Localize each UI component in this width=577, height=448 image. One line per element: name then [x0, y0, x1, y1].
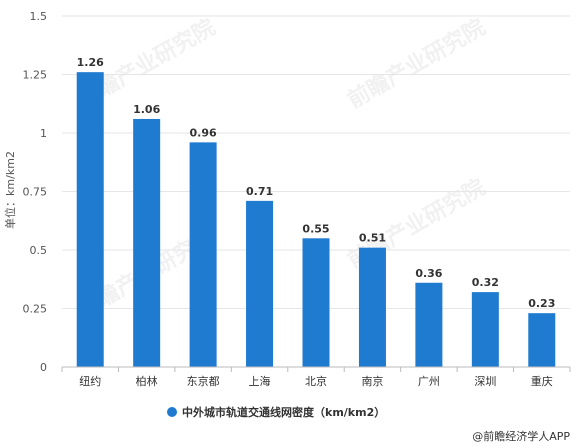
- data-label: 0.51: [359, 232, 386, 245]
- x-tick-label: 广州: [418, 375, 440, 388]
- bar: [246, 200, 274, 367]
- legend: 中外城市轨道交通线网密度（km/km2）: [167, 405, 385, 419]
- y-tick-label: 1: [40, 127, 47, 140]
- y-tick-label: 0.25: [23, 303, 48, 316]
- y-tick-label: 1.25: [23, 69, 48, 82]
- category-labels: 纽约 柏林 东京都 上海 北京 南京 广州 深圳 重庆: [61, 367, 571, 388]
- x-tick-label: 东京都: [187, 374, 220, 388]
- data-label: 0.55: [302, 222, 329, 235]
- source-credit: @前瞻经济学人APP: [472, 429, 570, 443]
- bar: [415, 282, 443, 367]
- watermark-text: 前瞻产业研究院: [343, 14, 489, 114]
- y-tick-label: 0.75: [23, 186, 48, 199]
- data-label: 0.32: [472, 276, 499, 289]
- data-label: 0.36: [415, 267, 442, 280]
- x-tick-label: 重庆: [531, 374, 553, 388]
- legend-label: 中外城市轨道交通线网密度（km/km2）: [182, 405, 385, 419]
- data-label: 0.96: [190, 126, 217, 139]
- x-tick-label: 柏林: [136, 374, 158, 388]
- y-tick-label: 0: [40, 361, 47, 374]
- y-axis-label: 单位：km/km2: [3, 151, 17, 229]
- data-label: 1.26: [77, 56, 104, 69]
- x-tick-label: 上海: [249, 374, 271, 388]
- bar: [471, 292, 499, 367]
- x-tick-label: 北京: [305, 374, 327, 388]
- legend-marker: [167, 407, 177, 417]
- data-label: 1.06: [133, 103, 160, 116]
- y-tick-label: 0.5: [30, 244, 48, 257]
- data-label: 0.71: [246, 185, 273, 198]
- bar: [76, 72, 104, 367]
- data-labels: 1.26 1.06 0.96 0.71 0.55 0.51 0.36 0.32 0.23: [77, 56, 556, 310]
- bars: [76, 72, 556, 368]
- y-tick-label: 1.5: [30, 10, 48, 23]
- bar: [302, 238, 330, 367]
- data-label: 0.23: [528, 297, 555, 310]
- x-tick-label: 纽约: [79, 374, 101, 388]
- bar: [528, 313, 556, 367]
- bar: [133, 118, 161, 368]
- y-tick-labels: 0 0.25 0.5 0.75 1 1.25 1.5: [23, 10, 48, 374]
- x-tick-label: 深圳: [474, 375, 496, 388]
- bar: [189, 142, 217, 367]
- x-tick-label: 南京: [361, 374, 383, 388]
- bar: [358, 247, 386, 367]
